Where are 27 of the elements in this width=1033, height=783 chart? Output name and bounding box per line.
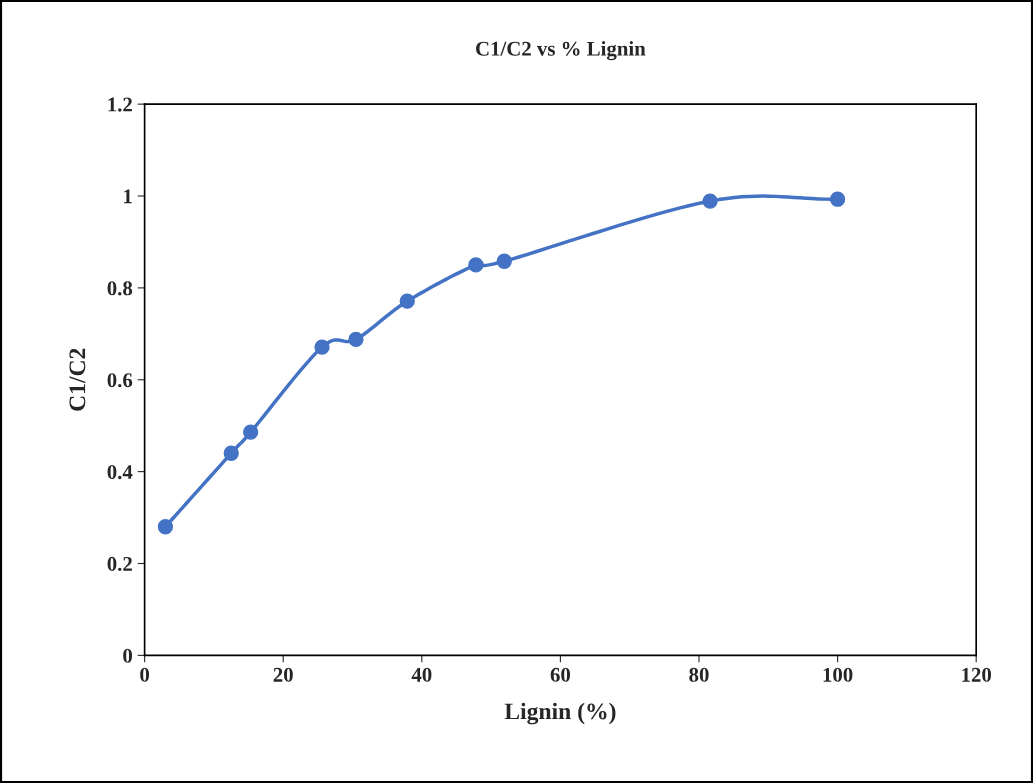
y-axis-title: C1/C2 (69, 348, 86, 411)
y-tick-label: 1 (124, 189, 132, 204)
y-tick-label: 0 (123, 648, 133, 663)
point (157, 519, 174, 535)
y-tick-label: 1.2 (108, 97, 132, 112)
x-tick-label: 60 (550, 667, 571, 682)
point (348, 331, 364, 347)
x-tick-label: 0 (140, 667, 150, 682)
point (243, 424, 259, 440)
x-tick-label: 120 (962, 667, 992, 682)
y-tick-label: 0.8 (107, 281, 133, 296)
point (223, 445, 239, 461)
y-tick-label: 0.6 (107, 373, 133, 388)
y-tick-label: 0.2 (107, 556, 132, 572)
x-axis-title: Lignin (%) (504, 702, 616, 725)
x-tick-label: 20 (273, 667, 293, 682)
y-tick-label: 0.4 (107, 465, 133, 480)
point (702, 193, 718, 209)
chart-title: C1/C2 vs % Lignin (476, 41, 646, 61)
point (399, 293, 415, 309)
point (496, 253, 512, 269)
point (468, 257, 484, 273)
point (314, 339, 330, 355)
x-tick-label: 80 (689, 667, 709, 682)
x-tick-label: 40 (411, 667, 432, 682)
x-tick-label: 100 (823, 667, 853, 682)
point (829, 191, 846, 207)
